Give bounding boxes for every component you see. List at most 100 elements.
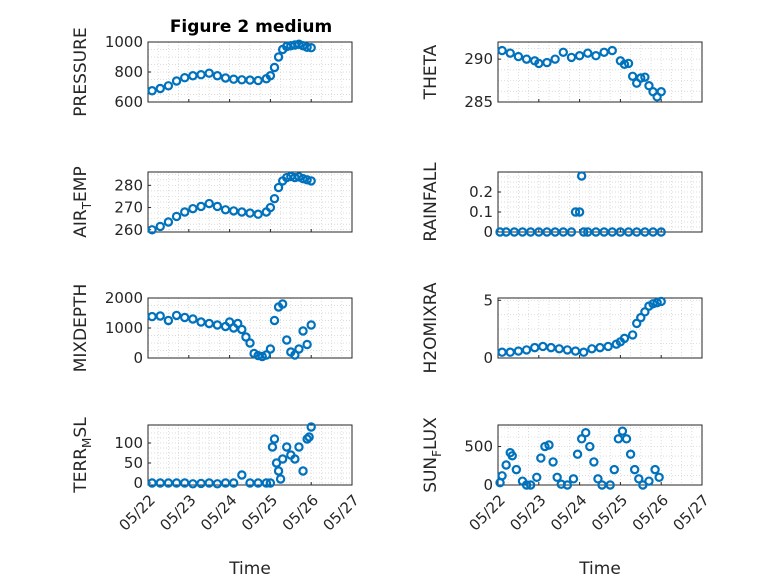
y-tick-label: 0 bbox=[483, 223, 493, 241]
data-point bbox=[265, 478, 276, 488]
data-point bbox=[570, 207, 581, 217]
data-point bbox=[269, 193, 280, 204]
data-point bbox=[220, 73, 231, 83]
data-point bbox=[196, 69, 206, 80]
data-point bbox=[603, 341, 613, 352]
y-axis-label: AIRTEMP bbox=[71, 166, 94, 237]
data-point bbox=[147, 86, 157, 96]
data-point bbox=[282, 335, 292, 345]
x-axis-label: Time bbox=[228, 559, 271, 579]
data-point bbox=[282, 442, 292, 452]
data-point bbox=[306, 176, 316, 186]
y-tick-label: 260 bbox=[114, 221, 143, 239]
x-tick-label: 05/26 bbox=[279, 491, 322, 534]
data-point bbox=[304, 432, 314, 442]
data-point bbox=[521, 345, 532, 355]
data-point bbox=[269, 62, 280, 73]
data-point bbox=[224, 317, 235, 327]
data-point bbox=[656, 296, 666, 307]
data-point bbox=[290, 454, 300, 464]
data-point bbox=[267, 442, 278, 452]
data-point bbox=[562, 345, 573, 355]
data-point bbox=[507, 451, 517, 461]
data-point bbox=[269, 315, 280, 326]
y-tick-label: 0 bbox=[483, 476, 493, 494]
figure-title: Figure 2 medium bbox=[170, 17, 332, 37]
y-tick-label: 600 bbox=[114, 93, 143, 111]
data-point bbox=[155, 221, 165, 232]
axes-frame bbox=[497, 424, 703, 486]
data-point bbox=[265, 71, 276, 81]
data-point bbox=[548, 457, 558, 467]
data-point bbox=[261, 350, 272, 360]
data-point bbox=[566, 52, 577, 63]
data-point bbox=[204, 198, 214, 209]
data-point bbox=[634, 474, 644, 484]
data-point bbox=[625, 449, 636, 459]
data-point bbox=[572, 449, 583, 459]
data-point bbox=[196, 201, 206, 212]
data-point bbox=[536, 453, 546, 463]
x-tick-label: 05/27 bbox=[320, 491, 363, 534]
y-tick-label: 290 bbox=[464, 50, 493, 68]
data-point bbox=[627, 71, 638, 81]
data-point bbox=[636, 73, 646, 83]
y-axis-label: RAINFALL bbox=[421, 162, 441, 242]
axes-frame bbox=[497, 297, 703, 359]
data-point bbox=[163, 315, 174, 326]
x-tick-label: 05/27 bbox=[670, 491, 713, 534]
data-point bbox=[568, 474, 579, 484]
data-point bbox=[505, 347, 515, 357]
data-point bbox=[306, 320, 316, 330]
data-point bbox=[525, 480, 536, 490]
data-point bbox=[220, 205, 231, 215]
data-point bbox=[532, 472, 542, 483]
data-point bbox=[188, 203, 198, 214]
axes-2: 285 290 THETA bbox=[421, 41, 703, 111]
y-axis-label: TERRMSL bbox=[71, 417, 94, 494]
data-point bbox=[171, 310, 182, 321]
data-point bbox=[237, 207, 247, 217]
data-point bbox=[587, 344, 597, 354]
y-tick-label: 2000 bbox=[105, 289, 143, 307]
y-tick-label: 0.1 bbox=[469, 203, 493, 221]
data-point bbox=[204, 318, 214, 329]
data-point bbox=[180, 72, 190, 83]
data-point bbox=[583, 48, 593, 58]
data-point bbox=[511, 464, 522, 475]
data-point bbox=[228, 206, 239, 216]
axes-4: 0 0.1 0.2 RAINFALL bbox=[421, 162, 703, 242]
data-point bbox=[613, 434, 624, 444]
data-point bbox=[554, 344, 564, 354]
data-point bbox=[220, 478, 231, 488]
data-point bbox=[171, 478, 182, 488]
y-axis-label: THETA bbox=[421, 44, 441, 100]
data-point bbox=[302, 434, 312, 444]
data-point bbox=[241, 332, 251, 342]
data-point bbox=[273, 182, 284, 193]
data-point bbox=[212, 201, 223, 212]
data-point bbox=[538, 341, 548, 352]
axes-6: 0 5 H2OMIXRA bbox=[421, 282, 703, 374]
y-tick-label: 280 bbox=[114, 176, 143, 194]
data-point bbox=[644, 476, 654, 486]
data-point bbox=[578, 227, 589, 237]
y-tick-label: 50 bbox=[124, 454, 143, 472]
data-point bbox=[546, 342, 556, 353]
data-point bbox=[578, 347, 589, 357]
data-point bbox=[576, 434, 587, 444]
y-tick-label: 5 bbox=[483, 291, 493, 309]
data-point bbox=[212, 71, 223, 81]
data-point bbox=[552, 472, 562, 483]
y-tick-label: 285 bbox=[464, 93, 493, 111]
data-point bbox=[627, 330, 638, 340]
data-point bbox=[585, 441, 595, 452]
data-point bbox=[302, 339, 312, 350]
data-point bbox=[591, 51, 601, 61]
x-tick-label: 05/26 bbox=[629, 491, 672, 534]
data-point bbox=[245, 75, 255, 85]
data-point bbox=[298, 326, 308, 336]
data-point bbox=[277, 454, 288, 464]
